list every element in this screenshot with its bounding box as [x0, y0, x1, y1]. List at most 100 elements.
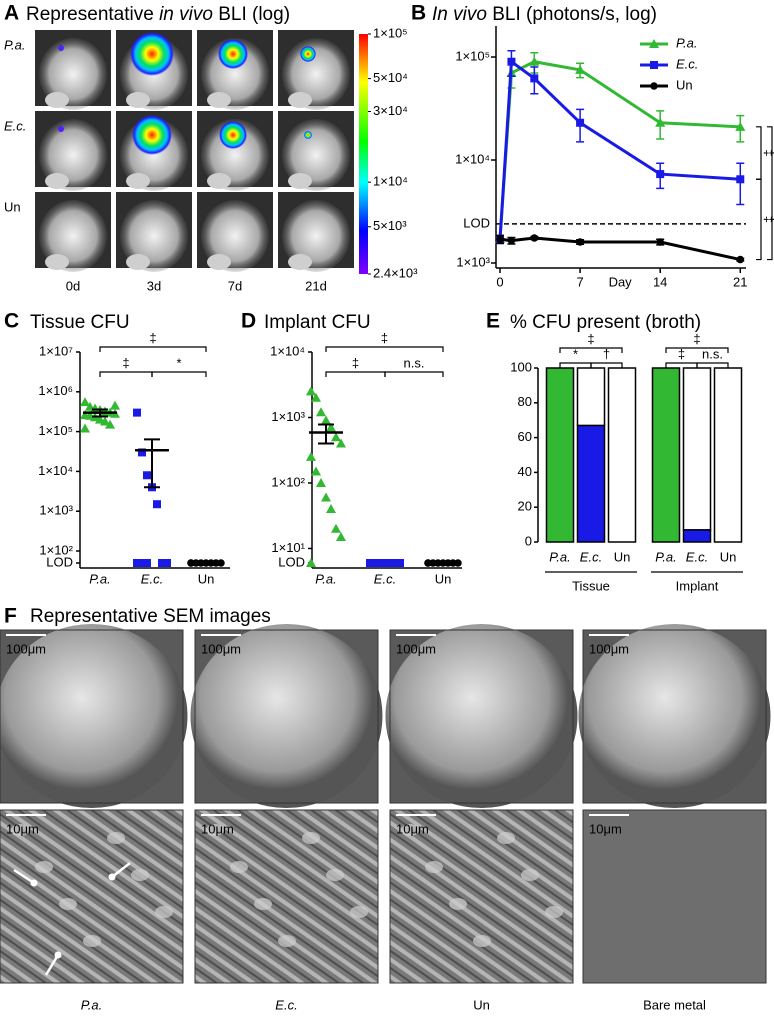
mouse-leg: [207, 173, 231, 189]
group-label: Implant: [676, 578, 719, 593]
sem-image: [0, 810, 183, 983]
bli-signal: [130, 32, 174, 76]
caption: Bare metal: [643, 997, 706, 1012]
row-label: E.c.: [4, 118, 26, 133]
column-label: 21d: [305, 278, 327, 293]
marker: [326, 422, 336, 432]
significance-label: ‡: [381, 330, 388, 345]
y-tick-label: 1×10⁵: [38, 423, 73, 438]
group-label: Tissue: [572, 578, 610, 593]
row-label: Un: [4, 199, 21, 214]
sem-debris: [11, 824, 29, 836]
mouse-leg: [288, 173, 312, 189]
marker: [100, 416, 110, 426]
marker: [371, 559, 379, 567]
sem-debris: [83, 935, 101, 947]
colorbar-label: 1×10⁴: [373, 174, 408, 189]
marker: [656, 238, 664, 246]
mouse: [39, 38, 107, 110]
mouse: [201, 119, 269, 191]
y-tick-label: 1×10⁶: [38, 383, 73, 398]
x-tick-label: Un: [720, 549, 737, 564]
column-label: 7d: [228, 278, 242, 293]
sem-debris: [326, 869, 344, 881]
arrow-head: [108, 873, 116, 881]
sem-debris: [302, 832, 320, 844]
panel-title: Representative in vivo BLI (log): [26, 4, 290, 25]
marker: [530, 74, 539, 83]
bar-segment: [682, 367, 712, 531]
marker: [396, 559, 404, 567]
arrow: [111, 862, 131, 878]
title-part: In vivo: [432, 4, 487, 25]
arrow-head: [54, 951, 62, 959]
marker: [326, 504, 336, 514]
bli-signal: [300, 46, 316, 62]
x-tick-label: E.c.: [686, 549, 708, 564]
significance-bracket: [590, 362, 623, 368]
bli-signal: [58, 45, 64, 51]
significance-bracket: [756, 126, 762, 180]
mouse: [39, 119, 107, 191]
panel-label: D: [241, 310, 256, 333]
colorbar-label: 5×10³: [373, 218, 407, 233]
bar-segment: [682, 529, 712, 543]
marker: [133, 408, 141, 417]
arrow: [44, 954, 60, 976]
significance-label: ‡: [762, 149, 774, 156]
column-label: 3d: [147, 278, 161, 293]
marker: [331, 432, 341, 442]
x-tick-label: P.a.: [89, 571, 110, 586]
marker: [336, 438, 346, 448]
bli-signal: [58, 126, 64, 132]
marker: [306, 451, 316, 461]
y-tick-label: 20: [518, 499, 532, 514]
panel-title: Implant CFU: [264, 312, 371, 333]
marker: [311, 392, 321, 402]
mouse-leg: [288, 92, 312, 108]
sem-frame: [0, 629, 184, 804]
bli-signal: [304, 131, 312, 139]
legend-label: Un: [676, 77, 693, 92]
marker: [381, 559, 389, 567]
panel-title: % CFU present (broth): [510, 312, 701, 333]
sem-debris: [35, 861, 53, 873]
significance-label: ‡: [773, 190, 774, 197]
x-tick-label: E.c.: [580, 549, 602, 564]
legend-label: P.a.: [676, 35, 697, 50]
colorbar-label: 1×10⁵: [373, 25, 408, 40]
sem-disc: [0, 624, 188, 808]
title-part: Representative: [26, 4, 159, 25]
sem-debris: [107, 832, 125, 844]
sem-disc: [578, 624, 771, 808]
title-part: in vivo: [159, 4, 213, 25]
sem-frame: [389, 809, 574, 984]
marker: [321, 415, 331, 425]
scale-bar-label: 10μm: [589, 821, 622, 836]
scale-bar-label: 10μm: [6, 821, 39, 836]
sem-debris: [350, 906, 368, 918]
marker: [391, 559, 399, 567]
y-tick-label: 100: [510, 359, 532, 374]
marker: [735, 121, 746, 131]
panel-title: Representative SEM images: [30, 606, 271, 627]
marker: [143, 559, 151, 567]
scale-bar-label: 100μm: [396, 641, 436, 656]
mouse-leg: [45, 92, 69, 108]
mouse-leg: [207, 92, 231, 108]
y-tick-label: 40: [518, 464, 532, 479]
marker: [331, 523, 341, 533]
x-tick-label: E.c.: [374, 571, 396, 586]
significance-label: ‡: [678, 346, 685, 361]
marker: [507, 236, 516, 245]
sem-bar: [318, 423, 334, 445]
y-tick-label: 1×10²: [39, 542, 73, 557]
sem-image: [195, 810, 378, 983]
marker: [138, 448, 146, 457]
bli-signal: [219, 121, 247, 149]
y-tick-label: 1×10³: [271, 409, 305, 424]
significance-label: ‡: [122, 355, 129, 370]
significance-bracket: [696, 362, 729, 368]
significance-label: *: [176, 355, 181, 370]
